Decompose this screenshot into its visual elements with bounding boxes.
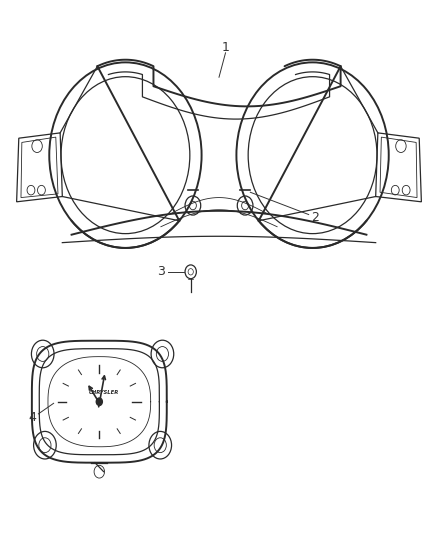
Text: 2: 2	[311, 211, 319, 224]
Polygon shape	[48, 357, 151, 447]
Text: 1: 1	[222, 41, 230, 54]
Circle shape	[96, 398, 102, 406]
Text: 4: 4	[28, 411, 36, 424]
Text: CHRYSLER: CHRYSLER	[88, 390, 119, 394]
Text: 3: 3	[157, 265, 165, 278]
